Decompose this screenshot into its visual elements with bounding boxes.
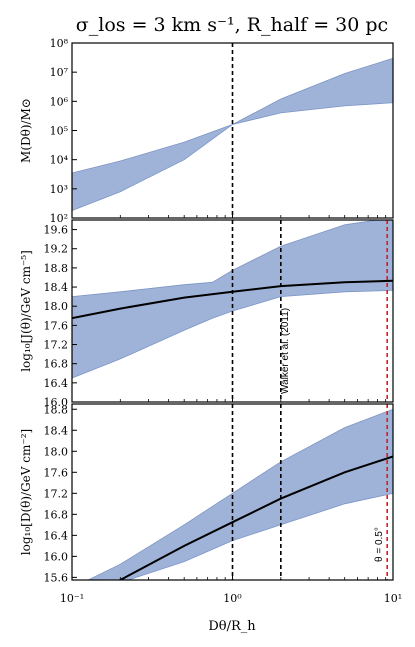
- J-factor-ytick-label: 18.8: [44, 262, 69, 275]
- J-factor-ytick-label: 19.2: [44, 243, 69, 256]
- D-factor-ytick-label: 16.8: [44, 508, 69, 521]
- D-factor-ytick-label: 17.6: [44, 466, 69, 479]
- D-factor-confidence-band: [87, 408, 393, 580]
- J-factor-ytick-label: 18.4: [44, 281, 69, 294]
- D-factor-ytick-label: 18.8: [44, 403, 69, 416]
- J-factor-ytick-label: 17.6: [44, 319, 69, 332]
- J-factor-plot-area: [72, 220, 393, 402]
- panel-mass: 10² 10³ 10⁴ 10⁵ 10⁶ 10⁷ 10⁸ M(Dθ)/M⊙: [19, 37, 394, 225]
- J-factor-annotation: Walker et al. (2011): [280, 308, 291, 394]
- mass-ytick-label: 10⁸: [50, 37, 69, 50]
- panels: 10²10³10⁴10⁵10⁶10⁷10⁸M(Dθ)/M⊙16.016.416.…: [19, 37, 394, 584]
- x-axis-label: Dθ/R_h: [208, 619, 256, 634]
- panel-D-factor: 15.6 16.0 16.4 16.8 17.2 17.6 18.0 18.4 18.8 log₁…: [19, 403, 394, 584]
- J-factor-ytick-label: 19.6: [44, 224, 69, 237]
- x-tick-label: 10⁰: [223, 592, 242, 605]
- mass-ytick-label: 10⁷: [50, 66, 69, 79]
- D-factor-ytick-label: 17.2: [44, 487, 69, 500]
- mass-ytick-label: 10⁵: [50, 125, 68, 138]
- mass-ytick-label: 10³: [50, 183, 68, 196]
- D-factor-y-axis-label: log₁₀[D(θ)/GeV cm⁻²]: [19, 429, 33, 555]
- J-factor-ytick-label: 16.4: [44, 377, 69, 390]
- mass-plot-area: [72, 43, 393, 218]
- mass-ytick-label: 10⁶: [50, 95, 69, 108]
- x-tick-label: 10¹: [384, 592, 402, 605]
- D-factor-ytick-label: 18.0: [44, 445, 69, 458]
- D-factor-annotation: θ = 0.5°: [374, 527, 385, 562]
- x-tick-label: 10⁻¹: [60, 592, 84, 605]
- figure-title: σ_los = 3 km s⁻¹, R_half = 30 pc: [76, 14, 388, 36]
- J-factor-ytick-label: 18.0: [44, 300, 69, 313]
- J-factor-ytick-label: 17.2: [44, 339, 69, 352]
- D-factor-median-line: [117, 455, 393, 580]
- x-tick-labels: 10⁻¹ 10⁰ 10¹: [60, 592, 402, 605]
- D-factor-ytick-label: 16.4: [44, 529, 69, 542]
- J-factor-y-axis-label: log₁₀[J(θ)/GeV cm⁻⁵]: [19, 250, 33, 372]
- J-factor-ytick-label: 16.8: [44, 358, 69, 371]
- D-factor-ytick-label: 15.6: [44, 571, 69, 584]
- panel-J-factor: 16.0 16.4 16.8 17.2 17.6 18.0 18.4 18.8 19.2 19.6…: [19, 219, 394, 409]
- mass-ytick-label: 10⁴: [50, 154, 69, 167]
- D-factor-plot-area: [87, 404, 393, 580]
- J-factor-median-line: [72, 279, 393, 320]
- mass-confidence-band: [72, 57, 393, 212]
- mass-y-axis-label: M(Dθ)/M⊙: [19, 98, 33, 163]
- D-factor-ytick-label: 18.4: [44, 424, 69, 437]
- J-factor-ytick-label: 16.0: [44, 396, 69, 409]
- mass-ytick-label: 10²: [50, 212, 68, 225]
- D-factor-ytick-label: 16.0: [44, 550, 69, 563]
